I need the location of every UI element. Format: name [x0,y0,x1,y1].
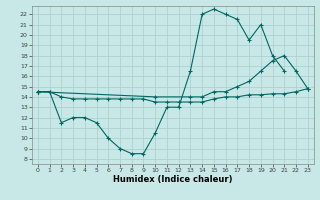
X-axis label: Humidex (Indice chaleur): Humidex (Indice chaleur) [113,175,233,184]
